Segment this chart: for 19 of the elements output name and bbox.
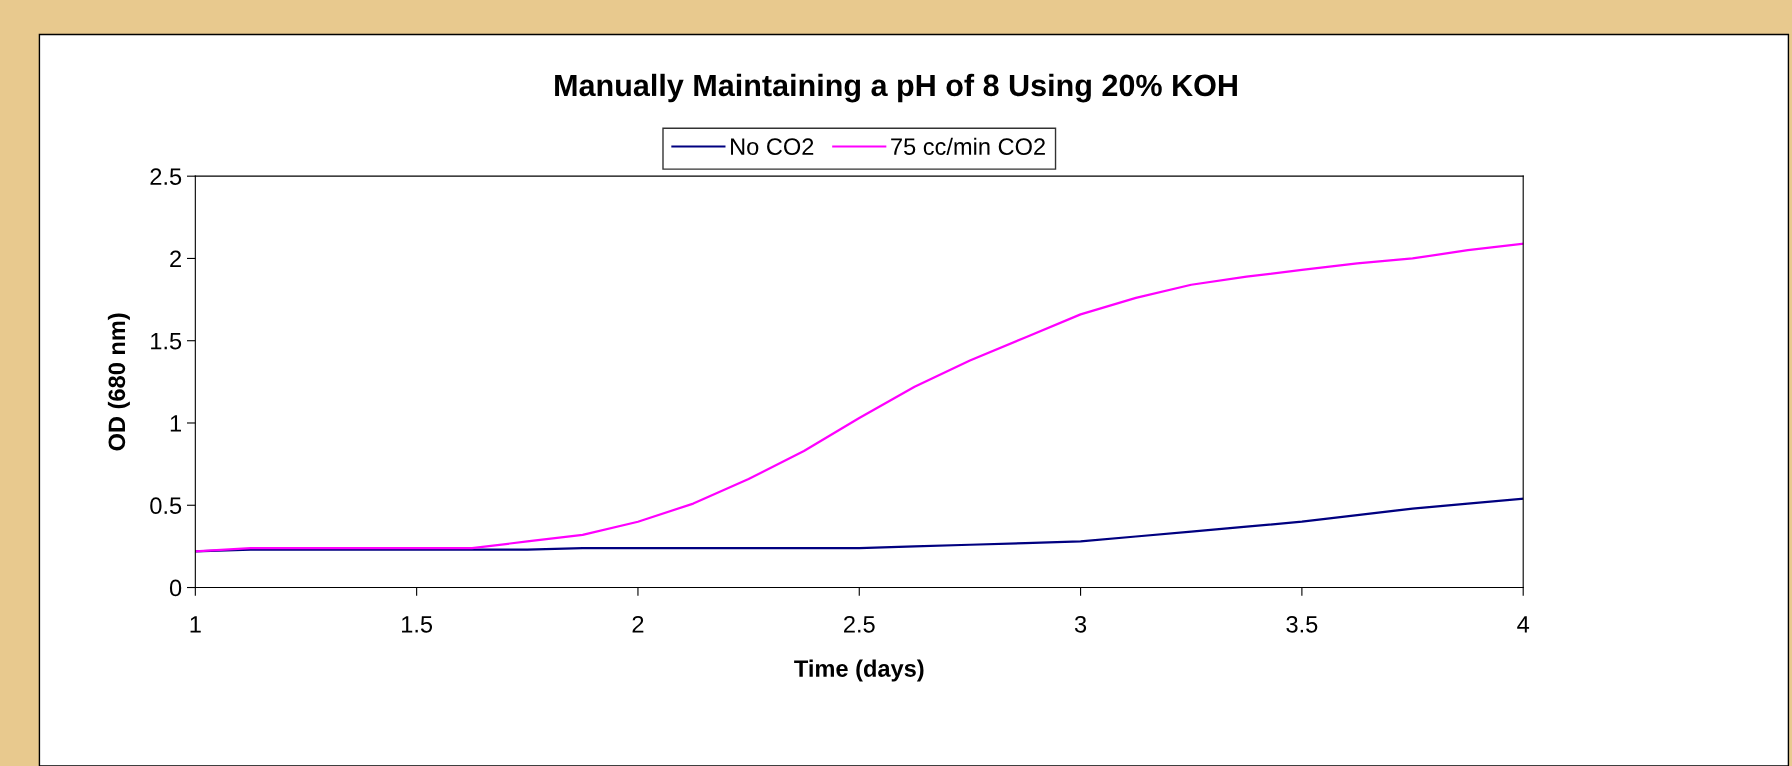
x-tick-label: 1 [190, 616, 201, 633]
x-tick-label: 2.5 [844, 615, 875, 633]
legend-label: No CO2 [731, 138, 814, 155]
x-tick-label: 3.5 [1286, 615, 1318, 633]
x-tick-label: 2 [632, 615, 644, 633]
y-tick-label: 1 [170, 415, 181, 432]
x-axis-title: Time (days) [794, 659, 924, 682]
legend-label: 75 cc/min CO2 [891, 137, 1045, 155]
y-tick-label: 2.5 [150, 168, 182, 185]
x-tick-label: 1.5 [402, 616, 433, 633]
x-tick-label: 4 [1517, 616, 1530, 633]
y-tick-label: 0 [169, 579, 182, 597]
x-tick-label: 3 [1074, 615, 1087, 633]
y-axis-title: OD (680 nm) [107, 313, 130, 451]
y-tick-label: 2 [170, 250, 181, 267]
y-tick-label: 1.5 [151, 333, 182, 350]
line-series [195, 242, 1524, 553]
y-tick-label: 0.5 [150, 497, 182, 515]
chart-title: Manually Maintaining a pH of 8 Using 20% KOH [555, 73, 1237, 103]
